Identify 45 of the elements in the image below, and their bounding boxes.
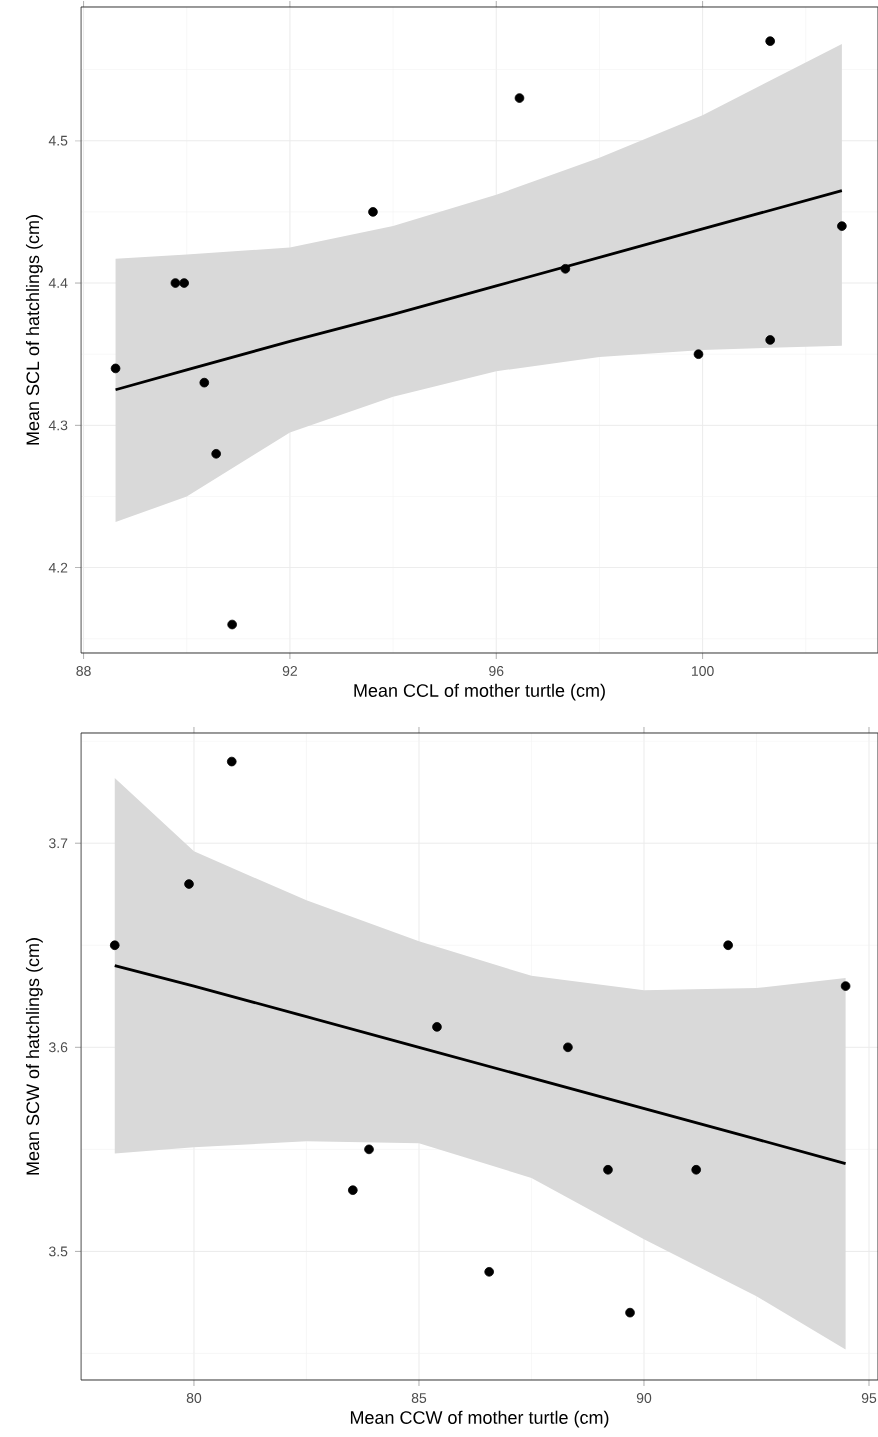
point	[199, 377, 210, 388]
x-axis-title: Mean CCL of mother turtle (cm)	[354, 683, 605, 701]
point	[364, 1144, 374, 1155]
point	[691, 1164, 701, 1175]
x-tick-label: 95	[861, 1393, 877, 1403]
point	[227, 619, 237, 630]
point	[514, 93, 525, 103]
point	[765, 36, 775, 46]
point	[179, 278, 189, 288]
point	[226, 756, 237, 767]
point	[625, 1307, 635, 1318]
y-tick-label: 3.6	[49, 1042, 68, 1053]
y-tick-label: 3.7	[49, 838, 68, 849]
point	[840, 981, 851, 991]
x-tick-label: 80	[186, 1393, 202, 1403]
point	[837, 221, 847, 231]
y-axis-title: Mean SCW of hatchlings (cm)	[25, 938, 43, 1175]
point	[693, 349, 704, 359]
y-tick-label: 3.5	[49, 1246, 68, 1257]
point	[368, 207, 378, 217]
point	[603, 1164, 613, 1175]
x-tick-label: 96	[489, 666, 504, 676]
y-axis-title: Mean SCL of hatchlings (cm)	[25, 215, 43, 445]
point	[211, 448, 221, 459]
point	[170, 278, 181, 288]
point	[484, 1267, 494, 1277]
point	[432, 1022, 442, 1032]
y-tick-label: 4.5	[48, 135, 68, 146]
y-tick-label: 4.3	[48, 420, 68, 431]
y-tick-label: 4.2	[48, 562, 68, 573]
point	[560, 264, 571, 274]
point	[110, 363, 121, 374]
point	[723, 940, 733, 951]
point	[109, 940, 120, 951]
x-tick-label: 88	[76, 666, 91, 676]
x-tick-label: 92	[282, 666, 298, 676]
x-tick-label: 90	[636, 1393, 652, 1403]
x-tick-label: 100	[691, 666, 714, 676]
x-tick-label: 85	[411, 1393, 427, 1403]
point	[184, 879, 194, 889]
x-axis-title: Mean CCW of mother turtle (cm)	[350, 1410, 609, 1428]
point	[765, 335, 775, 345]
point	[348, 1185, 358, 1195]
y-tick-label: 4.4	[48, 278, 68, 288]
point	[563, 1042, 573, 1053]
